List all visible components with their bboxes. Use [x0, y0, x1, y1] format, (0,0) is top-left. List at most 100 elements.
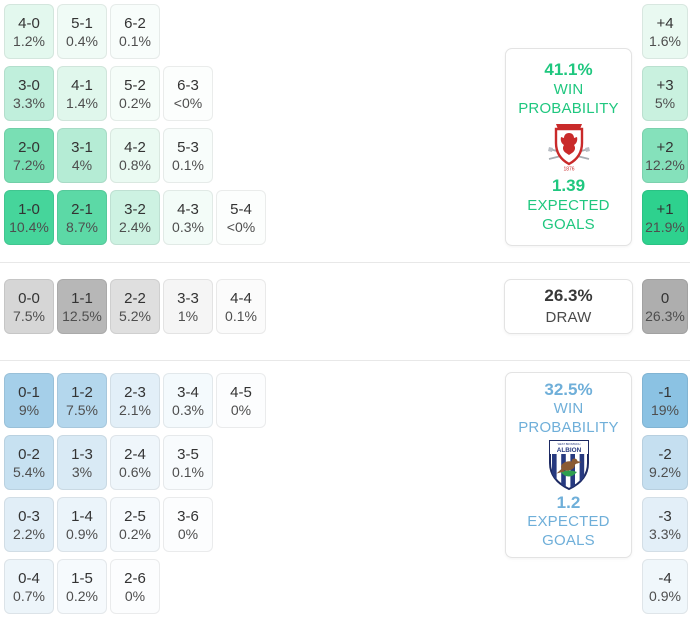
cell-top-label: 0-3 — [18, 507, 40, 525]
west-bromwich-albion-crest-icon: WEST BROMWICH ALBION — [547, 439, 591, 491]
cell-top-label: 4-5 — [230, 383, 252, 401]
cell-probability: 0.8% — [119, 156, 151, 173]
svg-text:ALBION: ALBION — [556, 447, 581, 454]
score-cell-3-0: 3-0 3.3% — [4, 66, 54, 121]
cell-top-label: 3-4 — [177, 383, 199, 401]
score-cell-1-3: 1-3 3% — [57, 435, 107, 490]
score-cell-2-4: 2-4 0.6% — [110, 435, 160, 490]
score-cell-3-2: 3-2 2.4% — [110, 190, 160, 245]
cell-probability: 12.5% — [62, 307, 102, 324]
cell-probability: 7.5% — [13, 307, 45, 324]
cell-top-label: 2-3 — [124, 383, 146, 401]
cell-top-label: 0-4 — [18, 569, 40, 587]
score-cell-4-2: 4-2 0.8% — [110, 128, 160, 183]
cell-top-label: -4 — [658, 569, 672, 587]
cell-top-label: 4-2 — [124, 138, 146, 156]
goal-diff-cell-0: 0 26.3% — [642, 279, 688, 334]
cell-probability: 0.1% — [119, 32, 151, 49]
cell-top-label: 2-2 — [124, 289, 146, 307]
cell-probability: 19% — [650, 401, 680, 418]
away-win-probability-group: 32.5% WIN PROBABILITY — [518, 380, 619, 438]
cell-probability: 0.9% — [649, 587, 681, 604]
cell-probability: 9% — [18, 401, 40, 418]
score-cell-2-5: 2-5 0.2% — [110, 497, 160, 552]
cell-probability: 7.5% — [66, 401, 98, 418]
cell-top-label: 2-4 — [124, 445, 146, 463]
cell-probability: 0.6% — [119, 463, 151, 480]
cell-top-label: 3-5 — [177, 445, 199, 463]
goal-diff-cell-+2: +2 12.2% — [642, 128, 688, 183]
expected-goals-label-line2: GOALS — [542, 215, 595, 233]
goal-diff-cell-+1: +1 21.9% — [642, 190, 688, 245]
score-cell-0-2: 0-2 5.4% — [4, 435, 54, 490]
cell-probability: 3% — [71, 463, 93, 480]
cell-top-label: 4-0 — [18, 14, 40, 32]
cell-top-label: 1-4 — [71, 507, 93, 525]
cell-probability: 0.1% — [172, 463, 204, 480]
score-cell-3-1: 3-1 4% — [57, 128, 107, 183]
cell-top-label: -2 — [658, 445, 672, 463]
away-score-row-3: 0-3 2.2% 1-4 0.9% 2-5 0.2% 3-6 0% — [4, 497, 213, 552]
cell-probability: 1.2% — [13, 32, 45, 49]
score-cell-5-1: 5-1 0.4% — [57, 4, 107, 59]
cell-probability: 1% — [177, 307, 199, 324]
cell-top-label: 5-1 — [71, 14, 93, 32]
cell-top-label: 2-6 — [124, 569, 146, 587]
score-cell-3-5: 3-5 0.1% — [163, 435, 213, 490]
score-cell-4-5: 4-5 0% — [216, 373, 266, 428]
home-win-probability-group: 41.1% WIN PROBABILITY — [518, 60, 619, 118]
score-cell-2-6: 2-6 0% — [110, 559, 160, 614]
cell-probability: 26.3% — [645, 307, 685, 324]
cell-probability: 0.2% — [66, 587, 98, 604]
cell-top-label: +3 — [656, 76, 674, 94]
away-score-row-1: 0-1 9% 1-2 7.5% 2-3 2.1% 3-4 0.3% 4-5 0% — [4, 373, 266, 428]
score-cell-1-1: 1-1 12.5% — [57, 279, 107, 334]
cell-probability: 0.1% — [225, 307, 257, 324]
cell-probability: 1.6% — [649, 32, 681, 49]
cell-top-label: 4-1 — [71, 76, 93, 94]
cell-top-label: +4 — [656, 14, 674, 32]
win-label-line2: PROBABILITY — [518, 99, 619, 117]
cell-probability: 0% — [177, 525, 199, 542]
cell-probability: 5.4% — [13, 463, 45, 480]
expected-goals-label-line2: GOALS — [542, 532, 595, 550]
cell-top-label: 5-3 — [177, 138, 199, 156]
away-score-row-2: 0-2 5.4% 1-3 3% 2-4 0.6% 3-5 0.1% — [4, 435, 213, 490]
cell-top-label: 2-0 — [18, 138, 40, 156]
score-cell-6-3: 6-3 <0% — [163, 66, 213, 121]
score-cell-4-3: 4-3 0.3% — [163, 190, 213, 245]
cell-top-label: 0-2 — [18, 445, 40, 463]
draw-panel: 26.3% DRAW — [504, 279, 633, 334]
expected-goals-label-line1: EXPECTED — [527, 196, 610, 214]
score-cell-5-4: 5-4 <0% — [216, 190, 266, 245]
cell-probability: <0% — [226, 218, 256, 235]
cell-top-label: 1-2 — [71, 383, 93, 401]
away-score-row-4: 0-4 0.7% 1-5 0.2% 2-6 0% — [4, 559, 160, 614]
score-cell-1-0: 1-0 10.4% — [4, 190, 54, 245]
cell-top-label: 0 — [660, 289, 670, 307]
score-cell-2-3: 2-3 2.1% — [110, 373, 160, 428]
cell-probability: 0.4% — [66, 32, 98, 49]
score-cell-4-4: 4-4 0.1% — [216, 279, 266, 334]
cell-top-label: 1-3 — [71, 445, 93, 463]
score-cell-4-0: 4-0 1.2% — [4, 4, 54, 59]
score-cell-3-6: 3-6 0% — [163, 497, 213, 552]
home-expected-goals-group: 1.39 EXPECTED GOALS — [527, 176, 609, 234]
expected-goals-label-line1: EXPECTED — [527, 513, 610, 531]
away-win-panel: 32.5% WIN PROBABILITY — [505, 372, 632, 558]
draw-score-row: 0-0 7.5% 1-1 12.5% 2-2 5.2% 3-3 1% 4-4 0.1% — [4, 279, 266, 334]
away-expected-goals-value: 1.2 — [556, 492, 581, 512]
cell-top-label: 5-4 — [230, 200, 252, 218]
cell-top-label: 3-3 — [177, 289, 199, 307]
cell-top-label: 0-1 — [18, 383, 40, 401]
cell-probability: 0.2% — [119, 94, 151, 111]
score-cell-2-1: 2-1 8.7% — [57, 190, 107, 245]
cell-probability: 2.1% — [119, 401, 151, 418]
cell-probability: 0.7% — [13, 587, 45, 604]
cell-top-label: 0-0 — [18, 289, 40, 307]
cell-probability: 0.2% — [119, 525, 151, 542]
cell-top-label: 1-1 — [71, 289, 93, 307]
middlesbrough-crest-icon: 1876 — [547, 123, 590, 171]
goal-diff-cell--3: -3 3.3% — [642, 497, 688, 552]
